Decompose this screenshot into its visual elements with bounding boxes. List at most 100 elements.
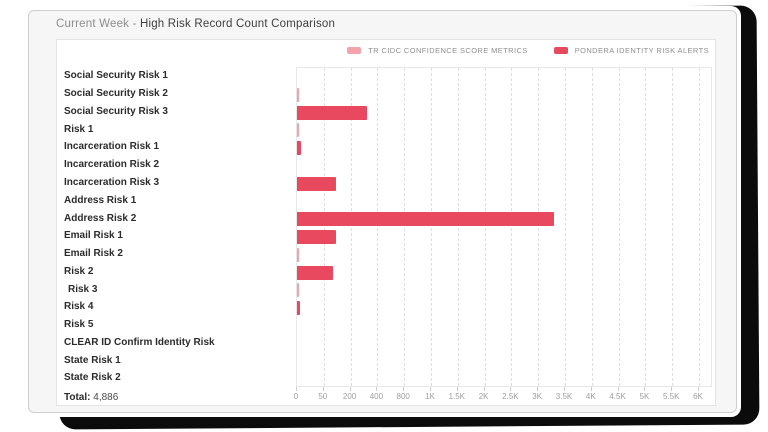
- axis-tick-mark: [376, 387, 378, 391]
- axis-tick-mark: [564, 387, 565, 391]
- category-label: Social Security Risk 2: [64, 88, 168, 100]
- category-label: Social Security Risk 3: [64, 105, 168, 117]
- report-card: Current Week - High Risk Record Count Co…: [28, 10, 737, 413]
- total-label: Total:: [64, 392, 91, 403]
- axis-tick-mark: [698, 387, 699, 391]
- axis-tick-label: 0: [293, 392, 299, 401]
- bar-row: [297, 228, 711, 246]
- total-row: Total: 4,886: [64, 392, 118, 403]
- gridline: [618, 68, 620, 386]
- axis-tick-mark: [483, 387, 485, 391]
- category-label: Address Risk 1: [64, 194, 137, 206]
- bar[interactable]: [297, 141, 302, 156]
- axis-tick-mark: [510, 387, 512, 391]
- chart-panel: TR CIDC CONFIDENCE SCORE METRICS PONDERA …: [56, 39, 716, 406]
- category-label: Email Risk 1: [64, 230, 123, 242]
- axis-tick-label: 50: [318, 392, 328, 401]
- bar-row: [297, 370, 711, 388]
- bar-row: [297, 157, 711, 175]
- bar-row: [297, 352, 711, 370]
- chart-title-prefix: Current Week -: [56, 18, 140, 30]
- gridline: [591, 68, 593, 386]
- axis-tick-label: 4.5K: [609, 392, 626, 401]
- legend-swatch-icon: [553, 47, 568, 54]
- bar[interactable]: [297, 212, 555, 227]
- axis-tick-mark: [322, 387, 324, 391]
- axis-tick-label: 1.5K: [448, 392, 466, 401]
- axis-tick-mark: [296, 387, 297, 391]
- axis-tick-label: 800: [396, 392, 410, 401]
- gridline: [538, 68, 540, 386]
- total-value: 4,886: [93, 392, 119, 403]
- axis-tick-mark: [644, 387, 646, 391]
- bar-row: [297, 68, 711, 86]
- axis-tick-label: 5.5K: [662, 392, 680, 401]
- axis-tick-label: 3.5K: [555, 392, 573, 401]
- gridline: [404, 68, 406, 386]
- gridline: [699, 68, 700, 386]
- axis-tick-label: 4K: [585, 392, 596, 401]
- category-label: State Risk 2: [64, 372, 121, 384]
- category-label: CLEAR ID Confirm Identity Risk: [64, 336, 215, 348]
- gridline: [484, 68, 486, 386]
- category-label: State Risk 1: [64, 354, 121, 366]
- gridline: [672, 68, 674, 386]
- bar[interactable]: [297, 247, 300, 262]
- axis-tick-mark: [671, 387, 673, 391]
- bar[interactable]: [297, 265, 333, 280]
- axis-tick-label: 5K: [639, 392, 650, 401]
- bar[interactable]: [297, 176, 337, 191]
- category-label: Risk 5: [64, 319, 94, 331]
- category-label: Incarceration Risk 3: [64, 176, 160, 188]
- bar-row: [297, 104, 711, 122]
- category-label: Social Security Risk 1: [64, 70, 168, 82]
- bar-row: [297, 246, 711, 264]
- axis-tick-label: 3K: [532, 392, 543, 401]
- bar[interactable]: [297, 87, 300, 102]
- category-label: Email Risk 2: [64, 248, 123, 260]
- bar-row: [297, 121, 711, 139]
- chart-legend: TR CIDC CONFIDENCE SCORE METRICS PONDERA …: [347, 46, 709, 55]
- bar[interactable]: [297, 105, 367, 120]
- axis-tick-mark: [430, 387, 431, 391]
- axis-tick-label: 1K: [425, 392, 435, 401]
- category-label: Incarceration Risk 1: [64, 141, 160, 153]
- bar-row: [297, 299, 711, 317]
- bar[interactable]: [297, 283, 299, 298]
- axis-tick-mark: [537, 387, 539, 391]
- axis-tick-mark: [403, 387, 405, 391]
- bar-row: [297, 139, 711, 157]
- axis-tick-label: 400: [369, 392, 384, 401]
- bar-row: [297, 281, 711, 299]
- axis-tick-mark: [349, 387, 351, 391]
- axis-tick-mark: [590, 387, 592, 391]
- axis-tick-label: 2K: [478, 392, 489, 401]
- bar-row: [297, 86, 711, 104]
- axis-tick-label: 2.5K: [502, 392, 519, 401]
- bar[interactable]: [297, 230, 337, 245]
- plot-area: [296, 67, 712, 387]
- bar-row: [297, 335, 711, 353]
- category-label: Risk 4: [64, 301, 94, 313]
- legend-item-pondera[interactable]: PONDERA IDENTITY RISK ALERTS: [553, 46, 709, 55]
- legend-label: TR CIDC CONFIDENCE SCORE METRICS: [368, 46, 528, 55]
- gridline: [431, 68, 432, 386]
- bar[interactable]: [297, 301, 301, 316]
- axis-tick-label: 6K: [693, 392, 703, 401]
- chart-title: Current Week - High Risk Record Count Co…: [56, 18, 335, 30]
- category-labels: Social Security Risk 1 Social Security Ri…: [64, 67, 292, 387]
- axis-tick-mark: [617, 387, 619, 391]
- bar-row: [297, 210, 711, 228]
- bar-row: [297, 192, 711, 210]
- gridline: [350, 68, 352, 386]
- gridline: [565, 68, 566, 386]
- legend-item-tr-cidc[interactable]: TR CIDC CONFIDENCE SCORE METRICS: [347, 46, 527, 55]
- gridline: [377, 68, 379, 386]
- axis-tick-mark: [456, 387, 458, 391]
- category-label: Risk 3: [68, 283, 98, 295]
- gridline: [457, 68, 459, 386]
- axis-tick-label: 200: [342, 392, 357, 401]
- bar-row: [297, 264, 711, 282]
- bar[interactable]: [297, 123, 300, 138]
